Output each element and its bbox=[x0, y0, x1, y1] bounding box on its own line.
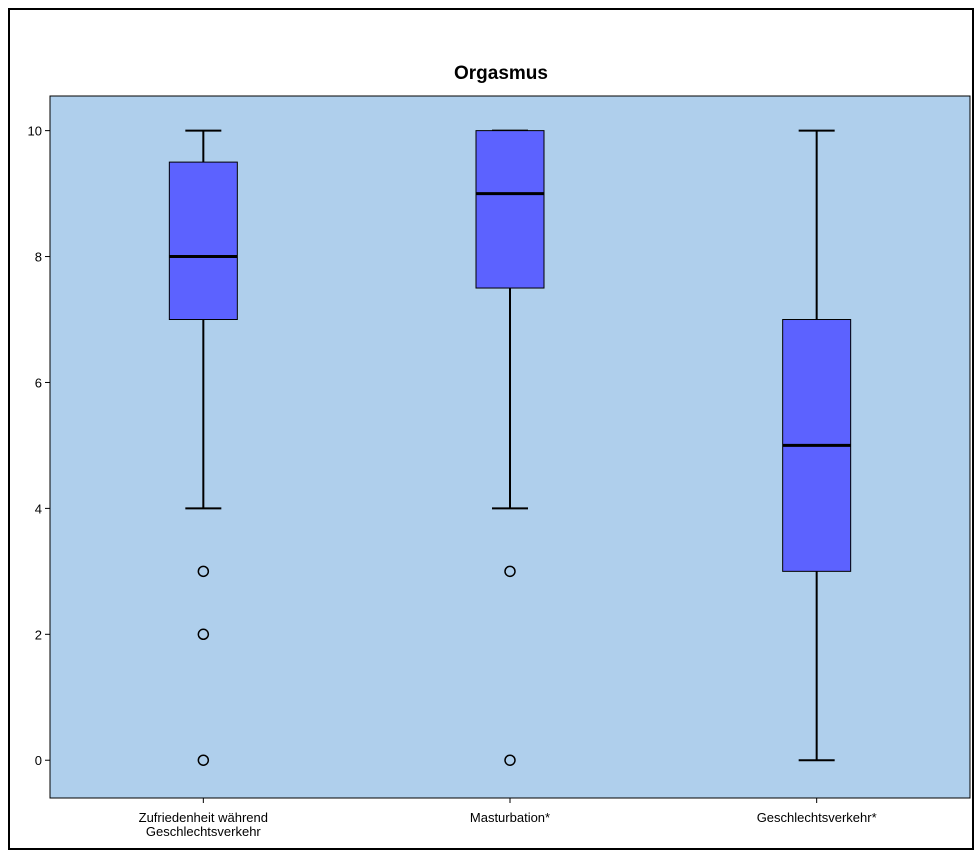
boxes-layer bbox=[168, 129, 852, 766]
chart-title: Orgasmus bbox=[454, 63, 548, 84]
y-axis: 0 2 4 6 8 10 bbox=[28, 124, 50, 768]
box-group bbox=[782, 129, 852, 762]
outlier-point bbox=[197, 565, 210, 578]
x-category-label: Masturbation* bbox=[470, 810, 550, 825]
x-category-label: Geschlechtsverkehr* bbox=[757, 810, 877, 825]
box-iqr bbox=[168, 161, 238, 321]
x-category-label-line: Geschlechtsverkehr* bbox=[757, 810, 877, 825]
x-category-label: Zufriedenheit während Geschlechtsverkehr bbox=[139, 810, 268, 839]
y-tick-label: 2 bbox=[35, 627, 42, 642]
box-group bbox=[475, 129, 545, 766]
y-tick-label: 6 bbox=[35, 375, 42, 390]
x-category-label-line: Zufriedenheit während bbox=[139, 810, 268, 825]
box-group bbox=[168, 129, 238, 766]
outlier-point bbox=[504, 565, 516, 578]
outlier-point bbox=[197, 628, 210, 641]
chart-frame: Orgasmus 0 2 4 6 8 10 Zufriedenheit während Ge… bbox=[8, 8, 974, 850]
x-axis-labels: Zufriedenheit während Geschlechtsverkehr M… bbox=[139, 798, 877, 839]
y-tick-label: 8 bbox=[35, 250, 42, 265]
box-iqr bbox=[475, 130, 545, 289]
x-category-label-line: Geschlechtsverkehr bbox=[146, 824, 262, 839]
outlier-point bbox=[504, 754, 516, 766]
y-tick-label: 10 bbox=[28, 124, 42, 139]
outlier-point bbox=[197, 754, 210, 766]
x-category-label-line: Masturbation* bbox=[470, 810, 550, 825]
y-tick-label: 0 bbox=[35, 753, 42, 768]
y-tick-label: 4 bbox=[35, 501, 42, 516]
